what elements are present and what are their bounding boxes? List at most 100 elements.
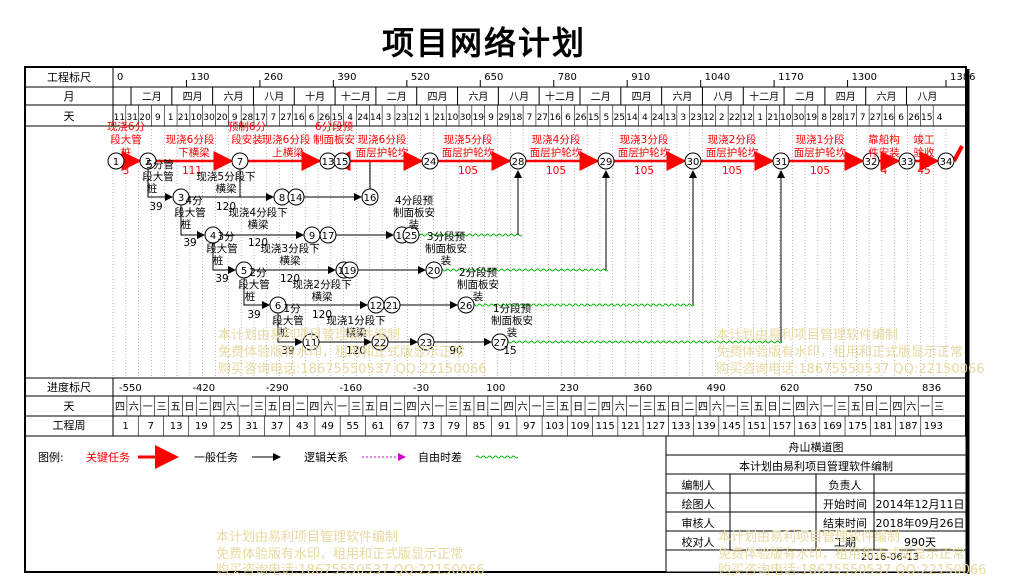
footer-weekday-cell: 二	[587, 402, 597, 413]
event-node-number: 34	[940, 157, 953, 168]
task-label: 预制6分	[228, 120, 267, 133]
header-month-cell: 八月	[713, 91, 733, 103]
footer-weekday-cell: 一	[240, 402, 250, 413]
footer-weekday-cell: 三	[448, 402, 458, 413]
footer-week-cell: 37	[271, 421, 284, 432]
page-title: 项目网络计划	[381, 24, 586, 62]
footer-weekday-cell: 一	[823, 402, 833, 413]
header-day-cell: 22	[729, 113, 740, 123]
footer-weekday-cell: 二	[684, 402, 694, 413]
event-node-number: 33	[901, 157, 914, 168]
task-label: 制面板安	[491, 314, 533, 327]
footer-ruler-tick: -550	[119, 383, 142, 394]
header-day-label: 天	[64, 110, 75, 123]
event-node-number: 16	[364, 193, 377, 204]
header-month-cell: 八月	[509, 91, 529, 103]
legend-logic-head	[398, 453, 406, 461]
footer-week-cell: 13	[170, 421, 183, 432]
header-month-cell: 二月	[387, 91, 407, 103]
header-day-cell: 7	[860, 113, 866, 123]
event-node	[333, 152, 351, 170]
legend-float-line	[475, 455, 519, 459]
header-day-cell: 26	[575, 113, 587, 123]
footer-weekday-cell: 一	[726, 402, 736, 413]
task-label: 90	[449, 345, 462, 357]
footer-weekday-cell: 六	[906, 401, 916, 413]
footer-week-cell: 151	[747, 421, 766, 432]
footer-weekday-cell: 三	[934, 402, 944, 413]
info-row-value2: 990天	[904, 536, 936, 549]
event-node-number: 24	[424, 157, 437, 168]
task-label: 横梁	[248, 218, 269, 231]
task-label: 2分	[249, 267, 267, 279]
event-node-number: 9	[309, 231, 315, 242]
event-node-number: 27	[494, 338, 507, 349]
footer-week-cell: 43	[296, 421, 309, 432]
footer-weekday-cell: 二	[879, 402, 889, 413]
task-label: 现浇1分段	[796, 133, 845, 146]
event-node-number: 14	[290, 193, 303, 204]
normal-task-arrow	[277, 313, 303, 346]
header-month-cell: 四月	[632, 91, 652, 103]
header-day-cell: 3	[386, 113, 392, 123]
task-label: 面层护轮坎	[618, 146, 671, 159]
task-label: 现浇5分段	[444, 133, 493, 146]
event-node	[341, 261, 359, 279]
header-day-cell: 25	[613, 113, 624, 123]
task-label: 横梁	[312, 290, 333, 303]
event-node-number: 4	[210, 231, 216, 242]
task-label: 现浇4分段下	[228, 206, 287, 219]
event-node-number: 6	[275, 301, 281, 312]
info-note: 本计划由易利项目管理软件编制	[739, 459, 893, 473]
footer-ruler-tick: -420	[192, 383, 215, 394]
header-day-cell: 4	[937, 113, 943, 123]
footer-weekday-cell: 四	[309, 402, 319, 413]
header-day-cell: 12	[742, 113, 753, 123]
task-label: 现浇2分段下	[292, 278, 351, 291]
task-label: 3分段预	[427, 230, 466, 243]
footer-ruler-tick: 836	[922, 383, 941, 394]
footer-week-cell: 31	[245, 421, 258, 432]
task-label: 105	[546, 165, 566, 177]
header-day-cell: 26	[908, 113, 920, 123]
footer-week-cell: 61	[372, 421, 385, 432]
header-day-cell: 4	[347, 113, 353, 123]
footer-ruler-label: 进度标尺	[47, 380, 91, 394]
header-day-cell: 17	[844, 113, 855, 123]
task-label: 4分段预	[395, 194, 434, 207]
footer-weekday-cell: 日	[670, 402, 680, 413]
header-month-cell: 二月	[591, 91, 611, 103]
event-node-number: 11	[305, 338, 318, 349]
task-label: 现浇6分段	[262, 133, 311, 146]
event-node	[898, 152, 916, 170]
footer-week-cell: 139	[697, 421, 716, 432]
info-row-label: 编制人	[682, 478, 715, 492]
legend-critical-name: 关键任务	[86, 450, 130, 464]
event-node-number: 2	[145, 157, 151, 168]
task-label: 装	[507, 326, 518, 339]
task-label: 段大管	[110, 133, 142, 146]
task-label: 5分管	[146, 158, 174, 171]
header-day-cell: 23	[690, 113, 701, 123]
info-row-label: 审核人	[682, 516, 715, 530]
footer-weekday-cell: 二	[781, 402, 791, 413]
event-node	[319, 226, 337, 244]
task-label: 下横梁	[178, 146, 210, 159]
header-day-cell: 21	[434, 113, 445, 123]
task-label: 段大管	[272, 314, 304, 327]
footer-week-cell: 121	[621, 421, 640, 432]
footer-weekday-cell: 六	[129, 401, 139, 413]
event-node-number: 29	[600, 157, 613, 168]
footer-weekday-cell: 四	[212, 402, 222, 413]
footer-week-label: 工程周	[53, 419, 86, 432]
footer-weekday-cell: 三	[545, 402, 555, 413]
event-node-number: 15	[336, 157, 349, 168]
task-label: 39	[149, 201, 162, 213]
footer-weekday-cell: 三	[837, 402, 847, 413]
event-node-number: 23	[420, 338, 433, 349]
info-row-value2: 2018年09月26日	[876, 516, 965, 530]
task-label: 段大管	[206, 242, 238, 255]
header-day-cell: 15	[921, 113, 932, 123]
task-label: 段大管	[174, 206, 206, 219]
header-day-cell: 11	[114, 113, 125, 123]
